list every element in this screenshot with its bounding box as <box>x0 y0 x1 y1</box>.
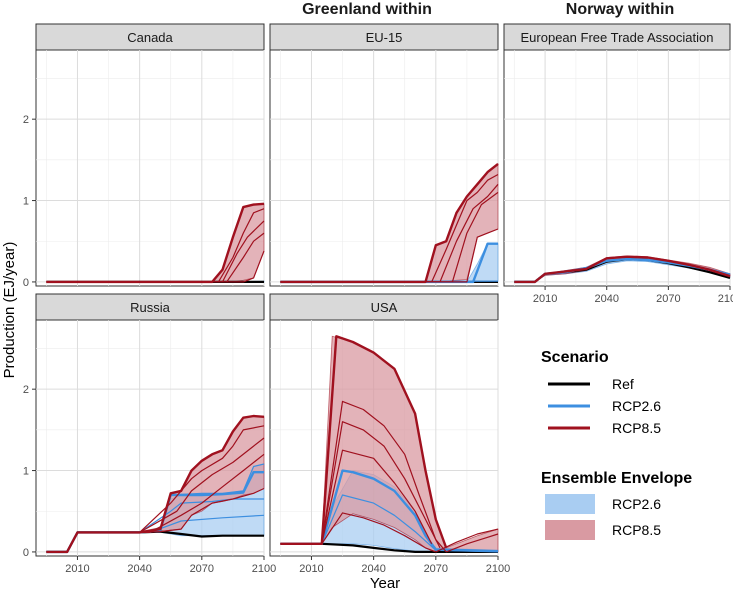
rcp85-series-line <box>280 162 499 284</box>
strip-background <box>35 23 265 51</box>
rcp85-series-line <box>46 487 265 553</box>
x-tick-label: 2100 <box>718 293 733 305</box>
y-axis-title: Production (EJ/year) <box>1 242 18 379</box>
legend-envelope-swatch <box>545 494 595 514</box>
x-tick-label: 2100 <box>252 563 276 575</box>
rcp85-series-line <box>280 335 448 549</box>
strip-title: USA <box>371 300 398 315</box>
strip-title: Canada <box>127 30 173 45</box>
super-title-norway: Norway within <box>566 1 674 18</box>
x-tick-label: 2010 <box>533 293 557 305</box>
legend-label: RCP2.6 <box>612 496 661 512</box>
strip-title: Russia <box>130 300 171 315</box>
y-tick-label: 0 <box>23 277 29 289</box>
facet-panels: Canada 0 1 2 EU-15 European Free Trade Associ… <box>23 23 733 575</box>
legend-label: RCP2.6 <box>612 398 661 414</box>
rcp85-series-line <box>445 533 499 553</box>
y-tick-label: 2 <box>23 384 29 396</box>
y-tick-label: 1 <box>23 196 29 208</box>
x-tick-label: 2010 <box>299 563 323 575</box>
plot-area <box>35 49 265 287</box>
x-tick-label: 2070 <box>190 563 214 575</box>
x-tick-label: 2040 <box>361 563 385 575</box>
legend-label: Ref <box>612 376 634 392</box>
panel-eu-15: EU-15 <box>269 23 499 287</box>
legend-envelope-title: Ensemble Envelope <box>541 470 692 487</box>
x-tick-label: 2100 <box>486 563 510 575</box>
plot-area <box>503 49 731 287</box>
legend-label: RCP8.5 <box>612 420 661 436</box>
x-tick-label: 2070 <box>656 293 680 305</box>
rcp85-series-line <box>280 228 499 283</box>
super-title-greenland: Greenland within <box>302 1 432 18</box>
rcp85-series-line <box>280 173 499 283</box>
legend: Scenario Ref RCP2.6 RCP8.5 Ensemble Envelo… <box>541 349 692 540</box>
rcp26-series-line <box>280 494 499 553</box>
legend-scenario-title: Scenario <box>541 349 609 366</box>
x-tick-label: 2040 <box>127 563 151 575</box>
y-tick-label: 0 <box>23 547 29 559</box>
rcp85-series-line <box>435 528 499 553</box>
strip-background <box>269 293 499 321</box>
legend-envelope-swatch <box>545 520 595 540</box>
rcp85-series-line <box>514 255 731 284</box>
x-tick-label: 2070 <box>424 563 448 575</box>
rcp85-series-line <box>280 512 437 553</box>
strip-title: European Free Trade Association <box>521 30 714 45</box>
x-tick-label: 2010 <box>65 563 89 575</box>
x-axis-title: Year <box>370 575 400 592</box>
panel-russia: Russia 0 1 2 2010 2040 2070 2100 <box>23 293 276 575</box>
rcp85-series-line <box>280 421 441 549</box>
y-tick-label: 1 <box>23 466 29 478</box>
panel-canada: Canada 0 1 2 <box>23 23 265 289</box>
strip-background <box>35 293 265 321</box>
x-tick-label: 2040 <box>594 293 618 305</box>
rcp85-series-line <box>280 400 447 553</box>
rcp85-series-line <box>46 250 265 283</box>
strip-title: EU-15 <box>366 30 403 45</box>
strip-background <box>503 23 731 51</box>
strip-background <box>269 23 499 51</box>
panel-usa: USA 2010 2040 2070 2100 <box>269 293 510 575</box>
panel-european-free-trade-association: European Free Trade Association 2010 2040 2… <box>503 23 733 305</box>
y-tick-label: 2 <box>23 114 29 126</box>
legend-label: RCP8.5 <box>612 522 661 538</box>
